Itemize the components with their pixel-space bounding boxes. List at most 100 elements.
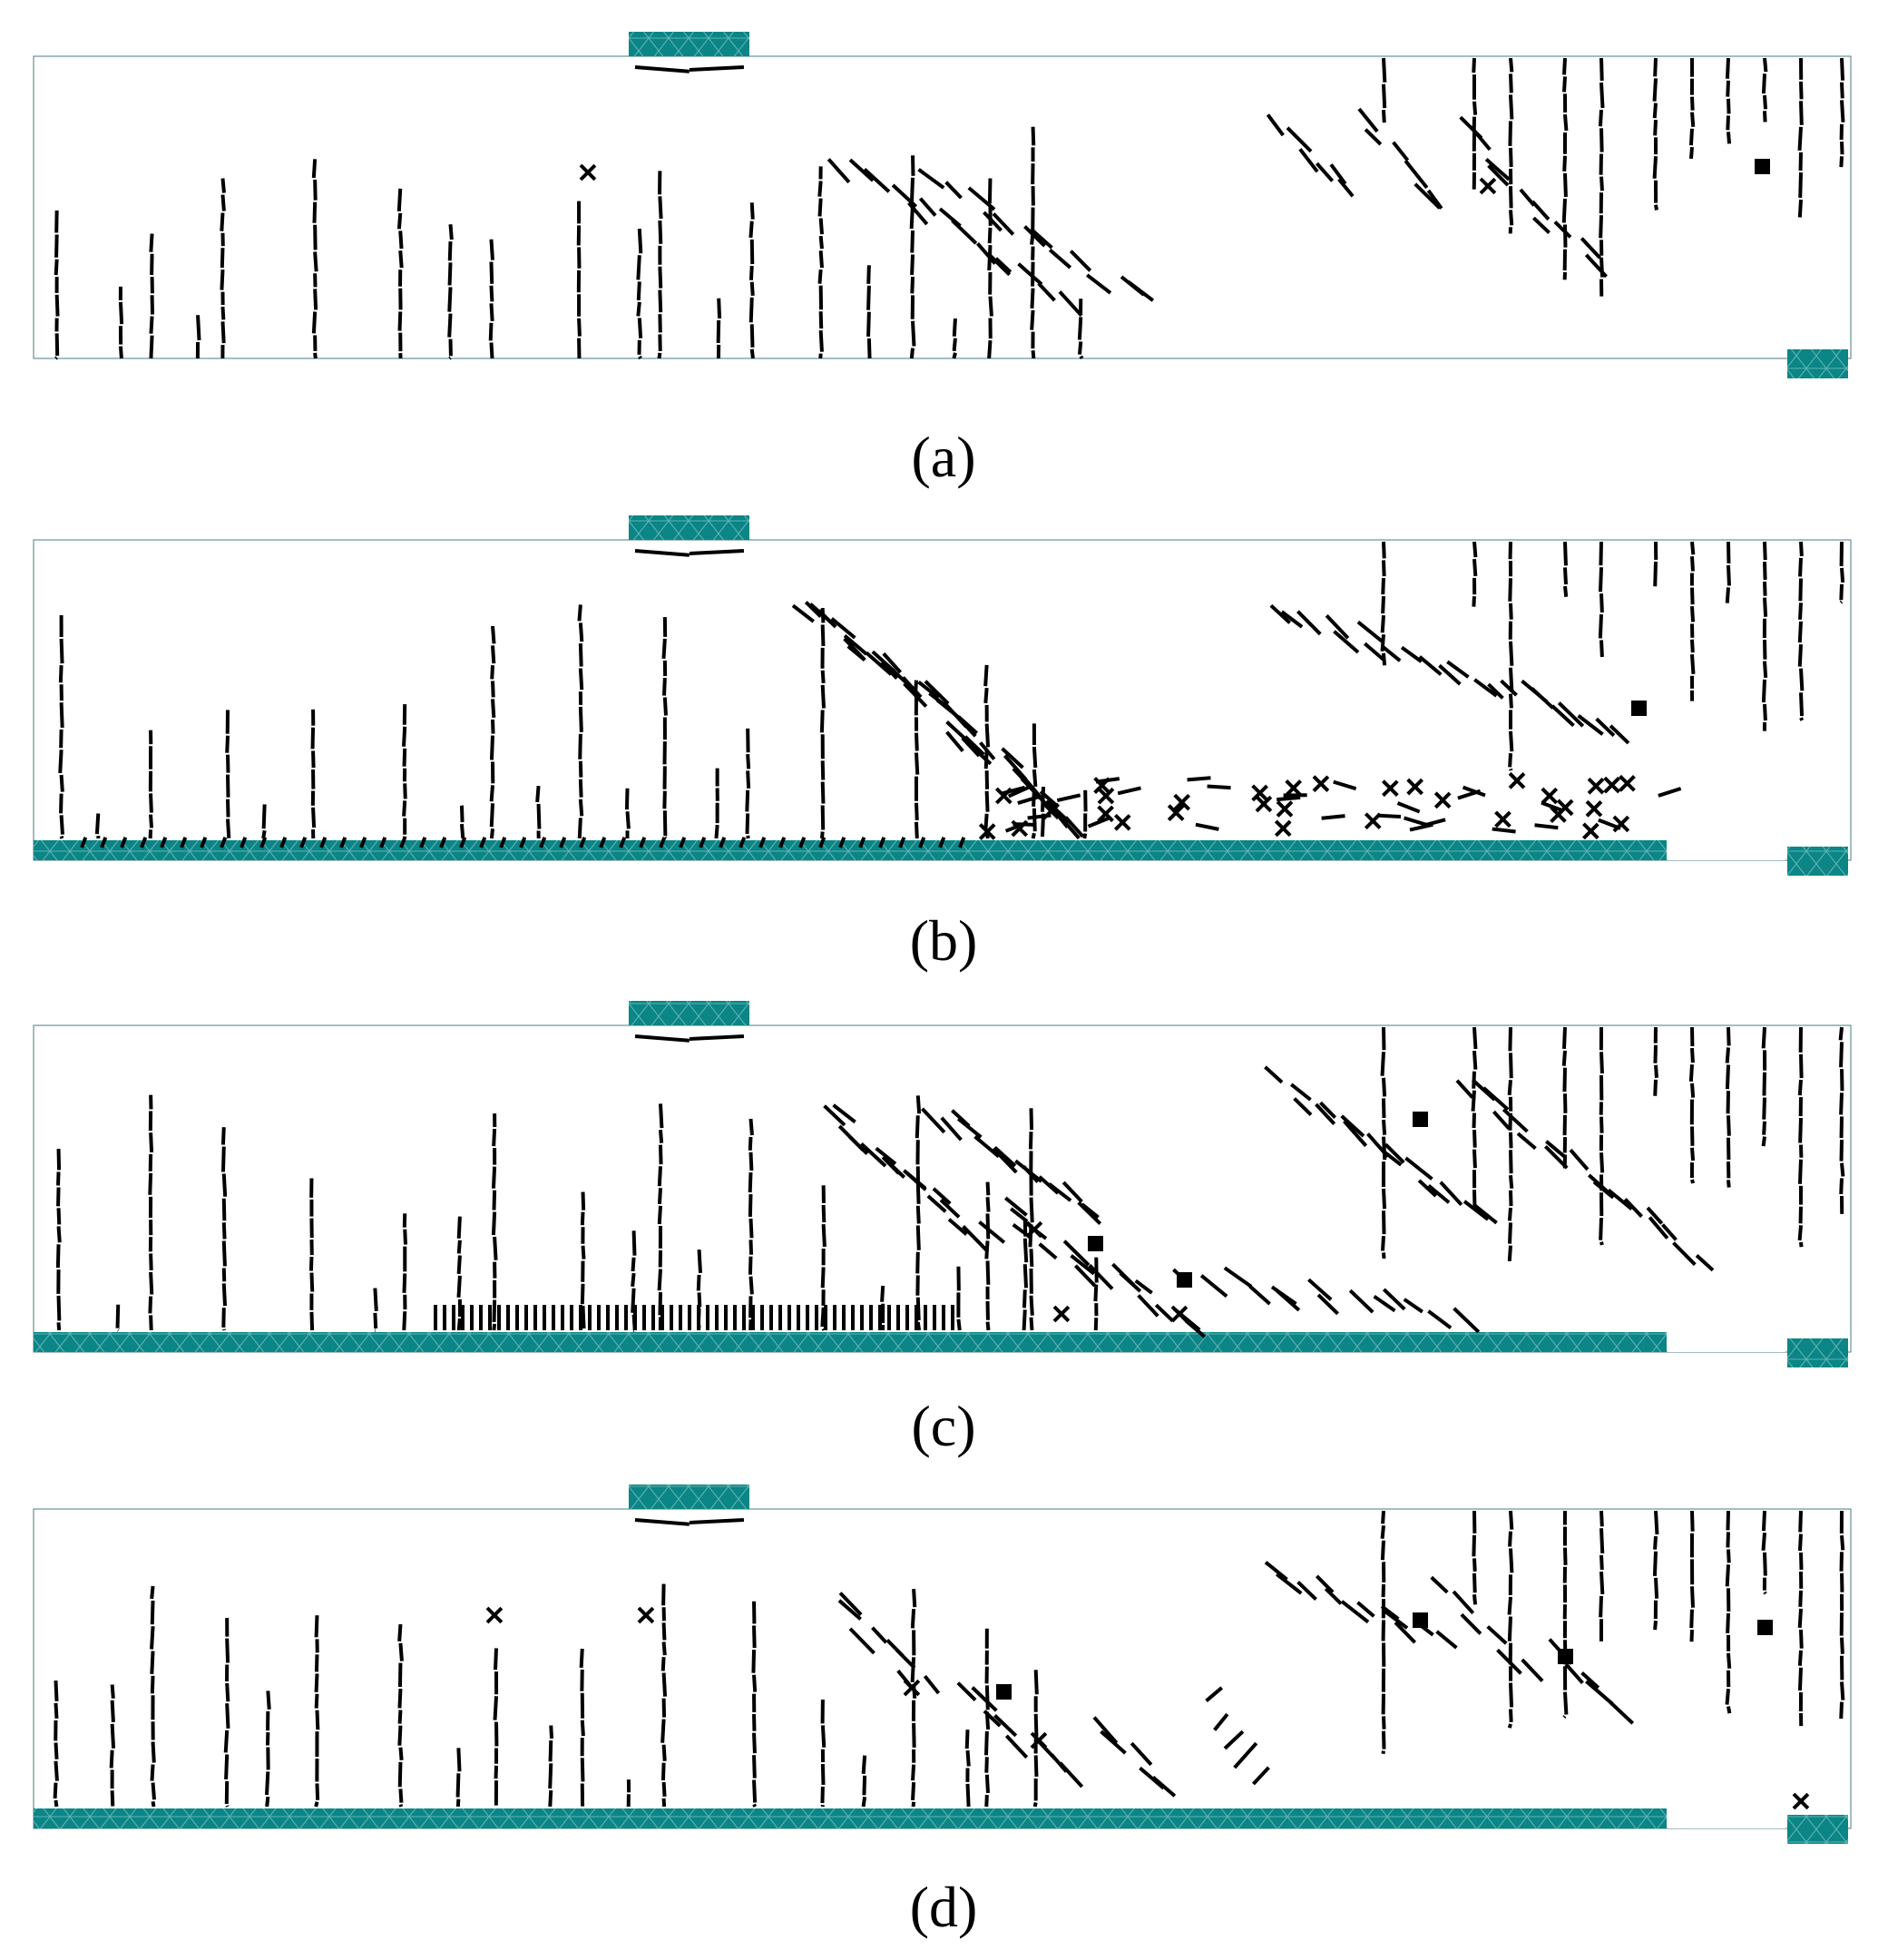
support-plate [1787,349,1848,378]
crack-segment [1457,789,1482,800]
crack-segment [1607,1188,1633,1210]
crack-segment [924,680,950,705]
crack-segment [1654,1064,1658,1078]
crack-segment [804,601,823,619]
crack-segment [494,1648,498,1671]
crack-segment [660,1719,666,1743]
crack-segment [56,1208,62,1225]
crack-segment [1086,273,1112,295]
crack-segment [220,212,225,231]
crack-segment [1727,1706,1732,1714]
crack-segment [339,837,347,848]
crack-segment [910,1608,916,1629]
crack-segment [379,837,387,848]
crack-segment [1612,815,1630,833]
crack-segment [578,799,584,817]
crack-segment [1022,1289,1027,1308]
crack-segment [489,342,494,359]
crack-segment [984,1757,989,1773]
crack-segment [1130,1741,1153,1767]
crack-segment [398,1747,404,1760]
crack-segment [1763,581,1767,596]
crack-segment [149,793,153,813]
crack-segment [915,1251,920,1274]
crack-segment [962,1225,989,1252]
crack-segment [820,781,826,804]
crack-segment [748,1171,753,1193]
crack-segment [1406,778,1423,796]
crack-segment [1001,747,1024,769]
crack-segment [1022,1238,1029,1263]
crack-segment [1727,1180,1731,1188]
crack-segment [661,1672,668,1697]
crack-segment [456,1255,462,1275]
crack-segment [1381,1235,1385,1251]
crack-segment [659,1103,664,1129]
crack-segment [1508,578,1512,602]
crack-segment [1031,126,1036,146]
crack-segment [965,1783,971,1808]
crack-segment [952,338,957,351]
crack-segment [1653,561,1658,587]
crack-segment [1376,813,1402,818]
crack-segment [984,790,990,812]
crack-segment [1029,1197,1034,1223]
crack-segment [838,837,846,848]
crack-segment [1205,1686,1223,1702]
crack-segment [1381,1750,1385,1755]
crack-segment [1022,1165,1040,1183]
panel-c: (c) [33,1001,1852,1458]
crack-segment [499,837,507,848]
crack-segment [58,750,64,774]
crack-segment [985,1213,991,1240]
crack-segment [489,735,495,760]
crack-segment [455,1773,461,1798]
crack-segment [993,1714,1018,1738]
crack-segment [419,837,427,848]
crack-segment [1472,1050,1478,1070]
crack-segment [1038,1242,1058,1260]
crack-segment [1798,172,1803,199]
crack-segment [148,1296,153,1314]
crack-segment [819,831,825,839]
crack-segment [848,1627,876,1655]
crack-segment [699,837,707,848]
crack-segment [581,1191,586,1210]
crack-segment [848,158,875,182]
crack-segment [1797,621,1803,643]
crack-segment [952,318,957,337]
crack-segment [1004,1734,1029,1759]
crack-segment [1404,159,1429,190]
crack-segment [1690,96,1695,111]
crack-segment [880,661,899,681]
crack-segment [915,1182,921,1204]
support-plate [1787,847,1848,876]
crack-segment [54,1742,59,1759]
crack-segment [820,1267,826,1289]
crack-segment [489,261,494,284]
crack-segment [1725,57,1730,79]
crack-segment [1012,822,1037,828]
crack-segment [314,1615,319,1638]
crack-segment [1017,262,1043,286]
crack-segment [459,805,465,823]
crack-segment [637,229,643,254]
crack-segment [985,1321,991,1331]
crack-segment [1563,113,1569,132]
crack-segment [660,1657,666,1671]
crack-segment [1508,753,1512,768]
crack-segment [858,837,866,848]
crack-segment [1321,814,1345,820]
crack-segment [1093,777,1110,795]
support-plate [1787,1815,1848,1844]
crack-segment [624,788,630,810]
crack-segment [1315,1102,1336,1126]
crack-segment [1763,541,1767,561]
crack-segment [1364,812,1382,830]
crack-segment [491,681,495,698]
crack-segment [1653,1079,1658,1096]
crack-segment [748,1256,753,1275]
crack-segment [309,1272,315,1292]
crack-segment [1472,1558,1477,1572]
crack-segment [634,549,690,557]
